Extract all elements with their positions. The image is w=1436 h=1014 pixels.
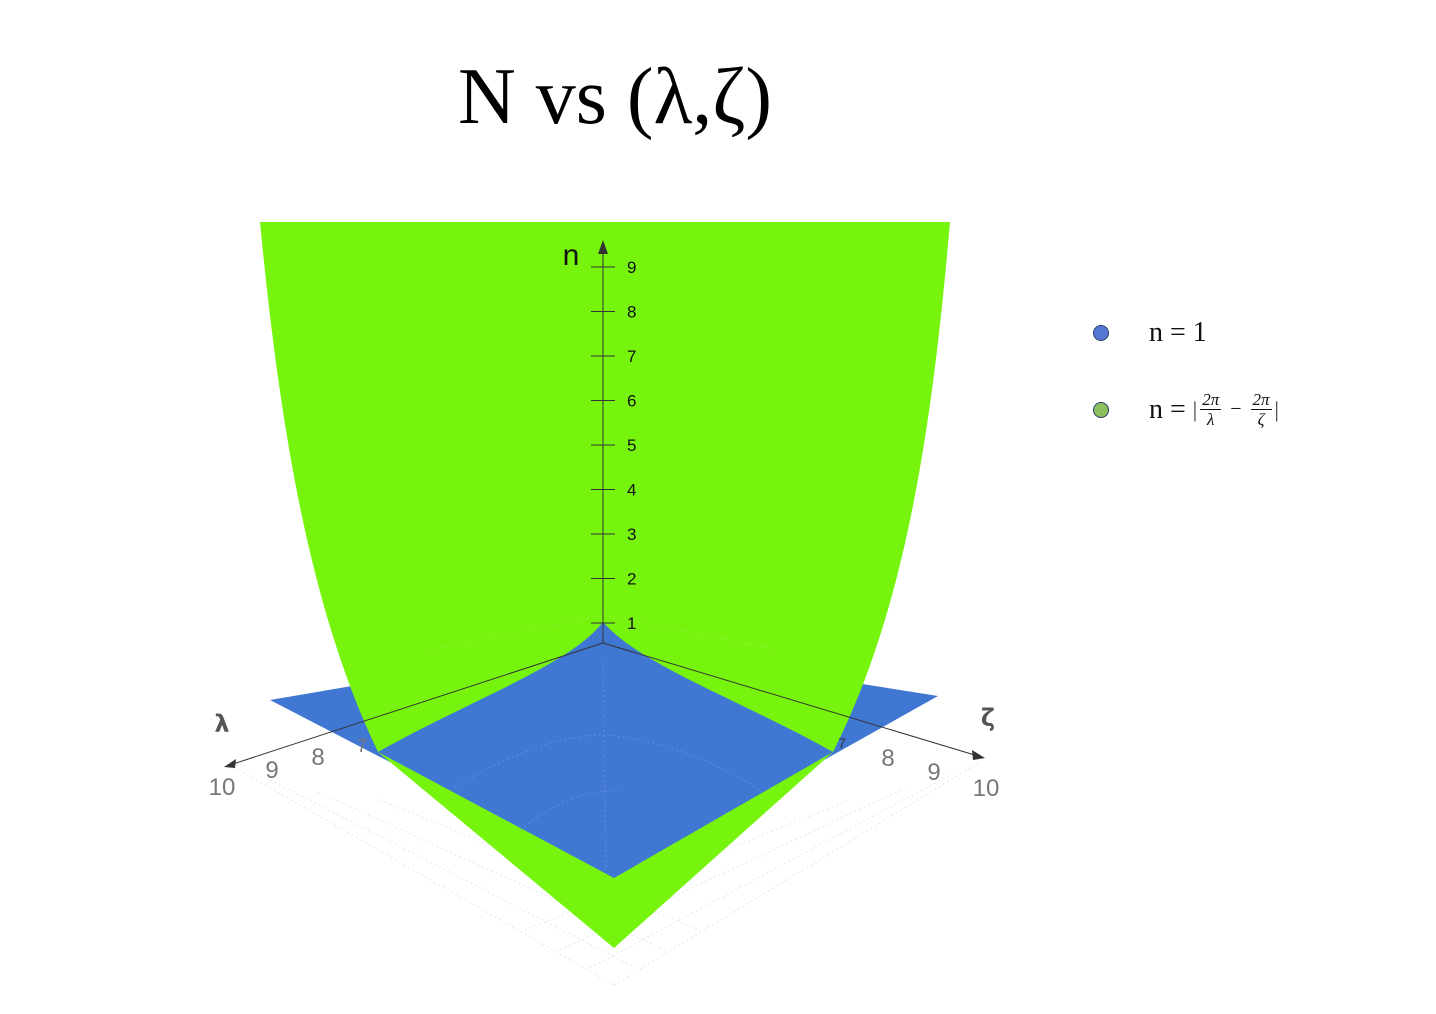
lambda-axis-label: λ xyxy=(214,710,229,738)
lambda-tick-label: 9 xyxy=(265,757,278,784)
legend-surface-prefix: n = xyxy=(1149,393,1193,425)
frac-denominator: ζ xyxy=(1257,410,1265,429)
frac-numerator: 2π xyxy=(1200,390,1222,410)
zeta-tick-label: 7 xyxy=(838,735,846,751)
lambda-axis-line xyxy=(229,642,604,766)
legend-item-plane[interactable]: n = 1 xyxy=(1093,317,1207,349)
zeta-axis-line xyxy=(602,642,979,757)
legend-dot-green xyxy=(1093,401,1109,418)
zeta-tick-label: 8 xyxy=(881,745,894,772)
frac-denominator: λ xyxy=(1207,410,1215,429)
chart-title: N vs (λ,ζ) xyxy=(457,53,773,141)
legend-minus: − xyxy=(1230,398,1242,420)
legend-label-plane: n = 1 xyxy=(1149,317,1207,348)
n-tick-label: 8 xyxy=(627,303,636,322)
plane-grid-front xyxy=(449,659,761,871)
lambda-axis-arrow xyxy=(224,759,236,768)
lambda-tick-label: 10 xyxy=(209,774,236,801)
zeta-axis-ticks: 7 8 9 10 xyxy=(838,735,999,802)
legend-dot-blue xyxy=(1093,325,1109,341)
legend-abs-bar-left: | xyxy=(1192,396,1198,422)
legend-fraction-lambda: 2π λ xyxy=(1200,390,1222,429)
n-tick-label: 7 xyxy=(627,347,636,366)
n-tick-label: 6 xyxy=(627,392,636,411)
surface-grid xyxy=(429,614,781,651)
zeta-tick-label: 10 xyxy=(973,775,1000,802)
plane-cusp xyxy=(378,622,833,752)
frac-numerator: 2π xyxy=(1250,390,1272,410)
n-tick-label: 5 xyxy=(627,436,636,455)
n-tick-label: 1 xyxy=(627,614,636,633)
n-tick-label: 3 xyxy=(627,525,636,544)
zeta-tick-label: 9 xyxy=(927,759,940,786)
legend-item-surface[interactable]: n = | 2π λ − 2π ζ | xyxy=(1093,390,1279,429)
n-tick-label: 9 xyxy=(627,258,636,277)
legend-fraction-zeta: 2π ζ xyxy=(1250,390,1272,429)
zeta-axis-label: ζ xyxy=(981,704,995,732)
legend-label-surface: n = | 2π λ − 2π ζ | xyxy=(1149,390,1279,429)
n-tick-label: 4 xyxy=(627,481,636,500)
n-axis-label: n xyxy=(563,239,580,272)
n-axis-ticks: 1 2 3 4 5 6 7 8 9 xyxy=(591,258,636,633)
n-tick-label: 2 xyxy=(627,570,636,589)
zeta-axis-arrow xyxy=(972,750,985,760)
lambda-axis-ticks: 7 8 9 10 xyxy=(209,736,367,801)
lambda-tick-label: 7 xyxy=(357,736,367,756)
n-axis-arrow xyxy=(598,240,608,254)
lambda-tick-label: 8 xyxy=(311,744,324,771)
legend-abs-bar-right: | xyxy=(1274,396,1279,422)
